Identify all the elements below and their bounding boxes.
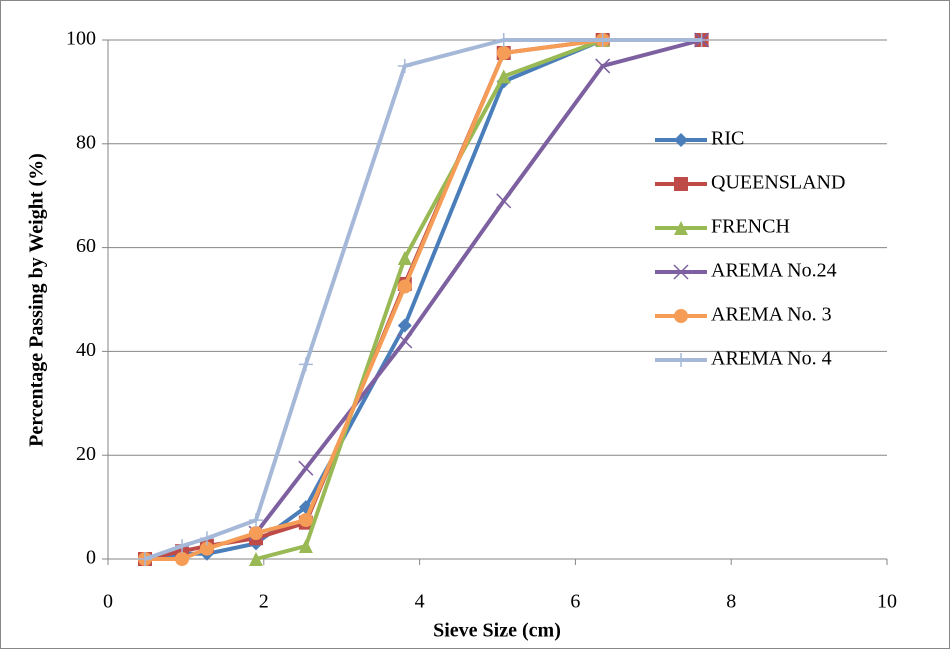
- marker: [298, 513, 313, 528]
- marker: [673, 264, 689, 280]
- series-line: [254, 38, 703, 535]
- legend-label: AREMA No.24: [711, 260, 837, 282]
- marker: [595, 58, 611, 74]
- marker: [694, 33, 709, 47]
- x-tick-label: 4: [415, 591, 425, 613]
- x-tick-label: 0: [103, 591, 113, 613]
- y-tick-label: 20: [76, 443, 96, 465]
- marker: [674, 177, 688, 191]
- marker: [397, 318, 412, 333]
- marker: [199, 541, 214, 556]
- marker: [175, 552, 190, 566]
- y-tick-label: 60: [76, 235, 96, 257]
- x-tick-label: 10: [877, 591, 897, 613]
- marker: [249, 552, 264, 566]
- marker: [496, 33, 511, 47]
- marker: [397, 333, 413, 349]
- marker: [496, 69, 511, 84]
- marker: [674, 309, 688, 323]
- legend-label: AREMA No. 3: [711, 304, 832, 326]
- y-tick-label: 0: [86, 547, 96, 569]
- marker: [496, 45, 511, 60]
- legend-label: AREMA No. 4: [711, 348, 832, 370]
- marker: [397, 250, 412, 265]
- marker: [175, 539, 190, 554]
- marker: [496, 193, 512, 209]
- y-tick-label: 80: [76, 131, 96, 153]
- y-axis-title: Percentage Passing by Weight (%): [26, 153, 48, 447]
- marker: [249, 513, 264, 528]
- y-tick-label: 100: [66, 28, 96, 50]
- x-tick-label: 6: [570, 591, 580, 613]
- legend-label: RIC: [711, 128, 744, 150]
- marker: [298, 539, 313, 554]
- marker: [199, 531, 214, 546]
- marker: [298, 460, 314, 476]
- y-tick-label: 40: [76, 339, 96, 361]
- x-tick-label: 2: [259, 591, 269, 613]
- marker: [674, 353, 688, 367]
- marker: [595, 33, 610, 47]
- marker: [249, 526, 264, 541]
- x-axis-title: Sieve Size (cm): [433, 620, 561, 642]
- legend-label: QUEENSLAND: [711, 172, 845, 194]
- marker: [397, 58, 412, 73]
- x-tick-label: 8: [726, 591, 736, 613]
- marker: [397, 279, 412, 294]
- marker: [298, 357, 313, 372]
- marker: [138, 552, 153, 566]
- legend-label: FRENCH: [711, 216, 790, 238]
- marker: [674, 133, 688, 147]
- marker: [674, 221, 688, 235]
